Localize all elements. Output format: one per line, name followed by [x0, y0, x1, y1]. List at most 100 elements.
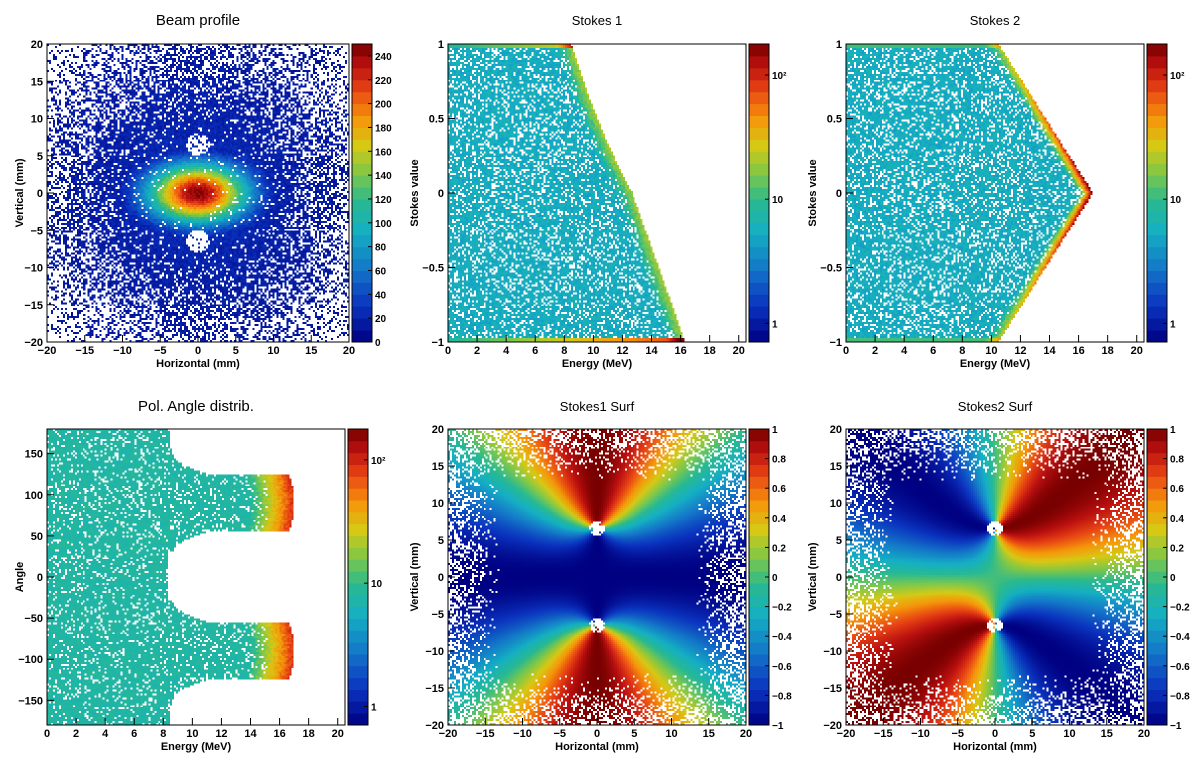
colorbar-band [1147, 246, 1167, 260]
colorbar-band [1147, 535, 1167, 548]
x-tick-label: 0 [992, 728, 998, 740]
heatmap-image-1 [448, 44, 746, 342]
colorbar-tick-label: 60 [375, 266, 387, 277]
colorbar-tick-label: 0.8 [772, 455, 786, 466]
colorbar-band [348, 594, 368, 608]
y-tick-label: −15 [425, 683, 444, 695]
colorbar-band [348, 606, 368, 619]
colorbar-band [348, 630, 368, 643]
colorbar-band [352, 55, 372, 69]
x-tick-label: 20 [733, 345, 745, 357]
y-tick-label: 150 [25, 449, 43, 461]
colorbar-tick-label: 0 [772, 573, 778, 584]
x-axis-label: Horizontal (mm) [555, 741, 639, 753]
colorbar-band [348, 511, 368, 525]
colorbar-tick-label: −0.6 [1170, 662, 1190, 673]
colorbar-band [749, 67, 769, 81]
y-axis-label: Stokes value [409, 159, 421, 226]
colorbar-band [1147, 511, 1167, 525]
colorbar-band [1147, 270, 1167, 283]
colorbar-band [1147, 44, 1167, 57]
colorbar-band [1147, 115, 1167, 128]
colorbar-band [352, 210, 372, 224]
colorbar-band [749, 689, 769, 702]
colorbar-band [1147, 294, 1167, 307]
colorbar-band [1147, 618, 1167, 631]
x-tick-label: 0 [44, 728, 50, 740]
heatmap-image-0 [47, 44, 349, 342]
colorbar-band [352, 175, 372, 188]
axes-2: 0 2 4 6 8 10 12 14 16 18 20 −1 −0.5 0 0.5 1 Energy (MeV)… [807, 13, 1145, 370]
x-tick-label: 8 [160, 728, 166, 740]
colorbar-band [352, 187, 372, 200]
colorbar-band [1147, 67, 1167, 81]
colorbar-band [348, 582, 368, 596]
colorbar-band [348, 665, 368, 679]
x-tick-label: −20 [837, 728, 856, 740]
x-tick-label: 12 [1014, 345, 1026, 357]
y-tick-label: 100 [25, 490, 43, 502]
colorbar-tick-label: 80 [375, 243, 387, 254]
x-tick-label: −15 [874, 728, 893, 740]
y-tick-label: −20 [823, 720, 842, 732]
y-tick-label: 0 [836, 572, 842, 584]
panel-title: Pol. Angle distrib. [138, 398, 254, 415]
x-tick-label: 14 [1043, 345, 1056, 357]
y-axis-label: Vertical (mm) [807, 542, 819, 611]
colorbar-band [749, 44, 769, 57]
colorbar-band [749, 127, 769, 140]
colorbar-band [749, 91, 769, 105]
axes-0: −20 −15 −10 −5 0 5 10 15 20 −20 −15 −10 −5 0 5 10 15 20 Ho… [14, 12, 355, 370]
colorbar-band [1147, 452, 1167, 466]
colorbar-frame [351, 43, 373, 343]
colorbar-band [352, 163, 372, 176]
colorbar-band [1147, 79, 1167, 93]
x-tick-label: 2 [872, 345, 878, 357]
x-tick-label: 14 [645, 345, 658, 357]
colorbar-tick-label: 10 [371, 579, 383, 590]
x-tick-label: 10 [985, 345, 997, 357]
colorbar-band [749, 665, 769, 679]
colorbar-band [1147, 103, 1167, 117]
x-tick-label: 15 [1101, 728, 1113, 740]
y-tick-label: 20 [31, 39, 43, 51]
colorbar-band [348, 476, 368, 489]
x-tick-label: 5 [1029, 728, 1035, 740]
colorbar-band [749, 163, 769, 176]
colorbar-band [1147, 500, 1167, 513]
colorbar-band [352, 330, 372, 343]
colorbar-band [352, 270, 372, 283]
colorbar-band [348, 618, 368, 631]
colorbar-tick-label: 1 [772, 425, 778, 436]
y-tick-label: −10 [425, 646, 444, 658]
x-tick-label: 16 [674, 345, 686, 357]
y-tick-label: 0 [37, 188, 43, 200]
colorbar-band [749, 452, 769, 466]
x-tick-label: 5 [233, 345, 239, 357]
colorbar-band [1147, 210, 1167, 224]
colorbar-band [1147, 198, 1167, 212]
x-tick-label: 6 [131, 728, 137, 740]
colorbar-band [749, 642, 769, 655]
colorbar-band [749, 318, 769, 331]
x-tick-label: 0 [445, 345, 451, 357]
colorbar-tick-label: 0.6 [772, 484, 786, 495]
colorbar-band [1147, 713, 1167, 726]
x-tick-label: −5 [154, 345, 167, 357]
colorbar-band [1147, 464, 1167, 477]
colorbar-tick-label: 1 [1170, 425, 1176, 436]
colorbar-frame [748, 43, 770, 343]
colorbar-band [749, 559, 769, 572]
y-tick-label: 15 [830, 461, 842, 473]
x-axis-label: Energy (MeV) [562, 358, 633, 370]
colorbar-band [352, 44, 372, 57]
colorbar-tick-label: 10² [1170, 71, 1185, 82]
colorbar-band [749, 511, 769, 525]
y-tick-label: −50 [24, 613, 43, 625]
colorbar-tick-label: 10 [1170, 195, 1182, 206]
y-tick-label: 50 [31, 531, 43, 543]
colorbar-band [348, 429, 368, 442]
colorbar-band [749, 198, 769, 212]
colorbar-band [749, 594, 769, 608]
colorbar-band [352, 258, 372, 271]
